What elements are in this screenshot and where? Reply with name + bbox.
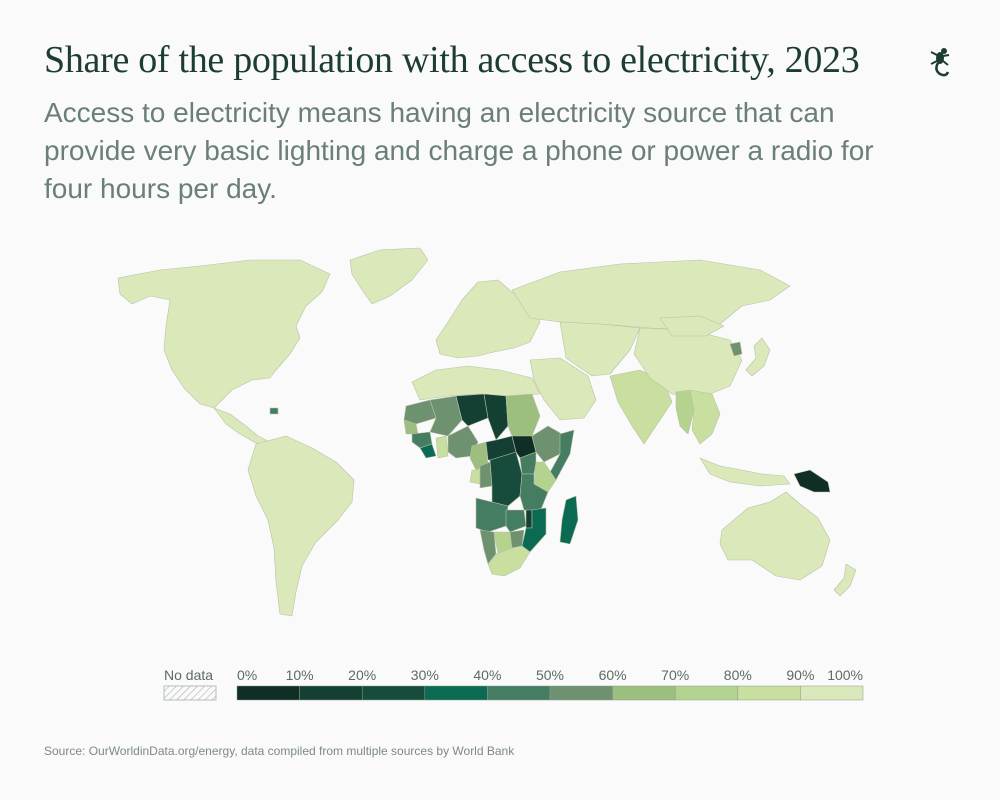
region-south-america — [247, 435, 355, 617]
region-australia — [719, 491, 831, 581]
chart-subtitle: Access to electricity means having an el… — [44, 97, 874, 204]
region-mauritania — [403, 399, 437, 425]
region-japan — [745, 337, 771, 377]
gecko-logo-icon — [930, 48, 950, 77]
region-new-zealand — [833, 563, 857, 597]
chart-title: Share of the population with access to e… — [44, 39, 860, 81]
region-ethiopia — [531, 425, 563, 463]
region-gabon — [469, 469, 481, 485]
legend-bin-0 — [236, 685, 300, 701]
world-map — [117, 247, 857, 617]
region-sudan — [505, 393, 541, 437]
region-south-africa — [487, 545, 531, 577]
region-central-america — [213, 407, 271, 449]
source-note: Source: OurWorldinData.org/energy, data … — [44, 744, 515, 758]
region-haiti — [269, 407, 279, 415]
legend-tick-label: 0% — [237, 667, 257, 683]
region-north-korea — [729, 341, 743, 357]
legend-bin-9 — [800, 685, 864, 701]
region-liberia — [419, 443, 437, 459]
region-china — [633, 327, 743, 399]
region-madagascar — [559, 495, 579, 545]
region-zimbabwe — [509, 529, 525, 549]
legend-tick-label: 60% — [599, 667, 627, 683]
legend-tick-label: 30% — [411, 667, 439, 683]
legend-no-data-swatch — [163, 685, 217, 701]
region-dr-congo — [489, 451, 523, 507]
region-middle-east — [529, 357, 597, 421]
legend-tick-label: 80% — [724, 667, 752, 683]
region-central-asia — [559, 321, 641, 377]
region-indonesia — [699, 457, 791, 487]
region-southeast-asia — [689, 389, 721, 445]
region-europe — [435, 279, 541, 359]
region-niger — [455, 393, 489, 427]
region-malawi — [525, 509, 533, 529]
region-greenland — [349, 247, 429, 305]
legend-tick-label: 70% — [661, 667, 689, 683]
legend-tick-label: 50% — [536, 667, 564, 683]
region-north-america — [117, 259, 331, 409]
legend-bin-4 — [487, 685, 551, 701]
legend: No data 0% 10% 20% 30% 40% 50% 60% 70% 80% 90% 100… — [163, 667, 864, 701]
legend-bin-3 — [424, 685, 488, 701]
region-mozambique — [521, 507, 547, 553]
legend-tick-label: 40% — [473, 667, 501, 683]
legend-tick-label: 10% — [286, 667, 314, 683]
region-chad — [483, 393, 509, 441]
legend-bin-8 — [737, 685, 801, 701]
region-tanzania — [519, 473, 549, 513]
legend-tick-label: 100% — [827, 667, 863, 683]
legend-bin-5 — [549, 685, 613, 701]
legend-no-data-label: No data — [164, 667, 213, 683]
legend-bin-6 — [612, 685, 676, 701]
legend-bin-7 — [674, 685, 739, 701]
legend-bin-2 — [361, 685, 426, 701]
legend-tick-label: 90% — [786, 667, 814, 683]
region-russia — [511, 259, 791, 331]
region-kenya — [533, 461, 557, 493]
region-north-africa — [411, 365, 541, 401]
legend-tick-label: 20% — [348, 667, 376, 683]
region-zambia — [505, 509, 527, 533]
region-mongolia — [659, 315, 725, 337]
legend-bin-1 — [299, 685, 363, 701]
region-ghana — [435, 435, 449, 459]
region-uganda — [519, 451, 537, 475]
region-papua-new-guinea — [793, 469, 831, 493]
